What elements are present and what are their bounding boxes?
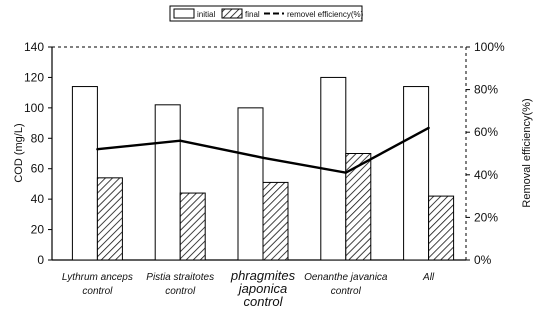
y-tick-label: 0 (37, 253, 44, 267)
x-category-label-line: All (422, 272, 435, 283)
bar-initial (237, 107, 264, 261)
y-tick-label: 60 (31, 162, 45, 176)
bar-final (96, 177, 123, 261)
y2-tick-label: 0% (474, 253, 492, 267)
y-tick-label: 80 (31, 131, 45, 145)
y2-tick-label: 100% (474, 40, 505, 54)
x-category-label-line: Oenanthe javanica (304, 272, 388, 283)
x-category-label-line: Lythrum anceps (62, 272, 133, 283)
y-tick-label: 40 (31, 192, 45, 206)
y2-tick-label: 80% (474, 83, 498, 97)
legend-swatch-final (221, 8, 243, 19)
y-axis-label: COD (mg/L) (13, 123, 25, 182)
x-category-label-line: control (243, 294, 283, 309)
removal-efficiency-point (261, 156, 265, 159)
y-tick-label: 20 (31, 223, 45, 237)
bar-final (428, 195, 455, 261)
y2-tick-label: 40% (474, 168, 498, 182)
y-tick-label: 120 (24, 70, 44, 84)
x-category-label-line: japonica (237, 281, 287, 296)
x-category-label: All (422, 272, 435, 283)
y2-tick-label: 20% (474, 210, 498, 224)
bar-initial (403, 86, 430, 261)
bar-initial (71, 86, 98, 261)
x-category-label: Lythrum anceps control (62, 272, 133, 297)
x-category-label: phragmites japonica control (230, 268, 296, 309)
y-tick-label: 100 (24, 101, 44, 115)
legend-swatch-initial (173, 8, 195, 19)
plot-area: 0 20 40 60 80 100 120 140 0% 20% 40% 60% 80% 100% Lyth… (24, 40, 505, 309)
bar-final (262, 181, 289, 261)
legend: initial final removel efficiency(%) (169, 5, 364, 22)
x-category-label: Pistia straitotes control (146, 272, 214, 297)
x-category-label-line: Pistia straitotes (146, 272, 214, 283)
y2-axis-label: Removal efficiency(%) (521, 98, 533, 207)
x-category-label: Oenanthe javanica control (304, 272, 388, 297)
y2-tick-label: 60% (474, 125, 498, 139)
removal-efficiency-point (427, 126, 430, 130)
removal-efficiency-point (179, 139, 182, 142)
removal-efficiency-point (96, 148, 99, 151)
legend-label-initial: initial (197, 10, 215, 19)
bar-initial (154, 104, 181, 261)
x-category-label-line: phragmites (230, 268, 296, 283)
y-tick-label: 140 (24, 40, 44, 54)
x-category-label-line: control (165, 286, 196, 297)
removal-efficiency-point (344, 171, 347, 174)
x-category-label-line: control (82, 286, 113, 297)
bar-final (179, 192, 206, 261)
x-category-label-line: control (331, 286, 362, 297)
legend-label-final: final (245, 10, 260, 19)
legend-label-removal: removel efficiency(%) (287, 10, 364, 19)
